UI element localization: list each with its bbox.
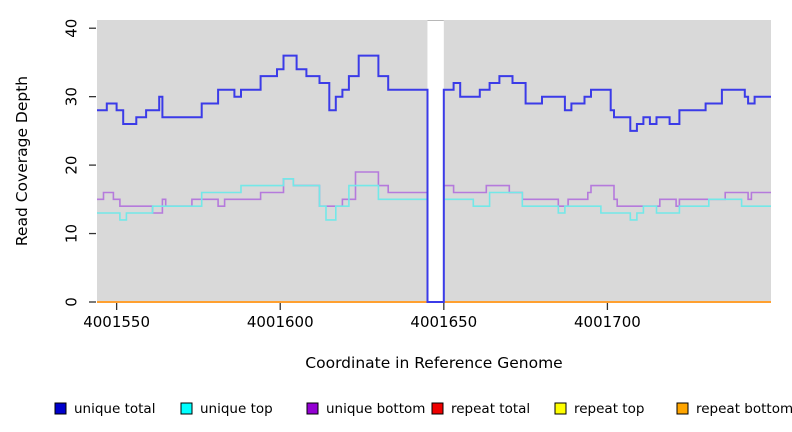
y-tick-label-0: 0 [63,297,81,307]
y-tick-label-10: 10 [63,224,81,243]
legend-item-repeat-bottom: repeat bottom [676,401,792,417]
legend-label-repeat-top: repeat top [574,401,644,417]
y-tick-label-20: 20 [63,156,81,175]
repeat-bottom-swatch-icon [676,402,689,415]
x-axis: 4001550 4001600 4001650 4001700 [83,303,641,331]
legend-label-unique-bottom: unique bottom [326,401,425,417]
x-axis-title: Coordinate in Reference Genome [305,354,562,372]
unique-top-swatch-icon [180,402,193,415]
legend-item-unique-total: unique total [54,401,155,417]
legend-item-unique-top: unique top [180,401,273,417]
legend-item-repeat-total: repeat total [431,401,530,417]
legend-label-unique-total: unique total [74,401,155,417]
series-lines [97,54,771,303]
unique-total-swatch-icon [54,402,67,415]
x-tick-label-4001550: 4001550 [83,313,150,331]
repeat-total-swatch-icon [431,402,444,415]
repeat-top-swatch-icon [554,402,567,415]
x-tick-label-4001600: 4001600 [247,313,314,331]
y-axis-title: Read Coverage Depth [13,76,31,246]
legend-item-repeat-top: repeat top [554,401,644,417]
gap-band [427,20,444,302]
x-tick-label-4001700: 4001700 [574,313,641,331]
legend: unique total unique top unique bottom re… [54,401,792,417]
y-axis: 0 10 20 30 40 [63,19,96,307]
legend-label-repeat-total: repeat total [451,401,530,417]
series-line-unique-total [97,54,771,303]
y-tick-label-30: 30 [63,87,81,106]
y-tick-label-40: 40 [63,19,81,38]
legend-label-repeat-bottom: repeat bottom [696,401,792,417]
unique-bottom-swatch-icon [306,402,319,415]
legend-item-unique-bottom: unique bottom [306,401,425,417]
x-tick-label-4001650: 4001650 [410,313,477,331]
legend-label-unique-top: unique top [200,401,273,417]
